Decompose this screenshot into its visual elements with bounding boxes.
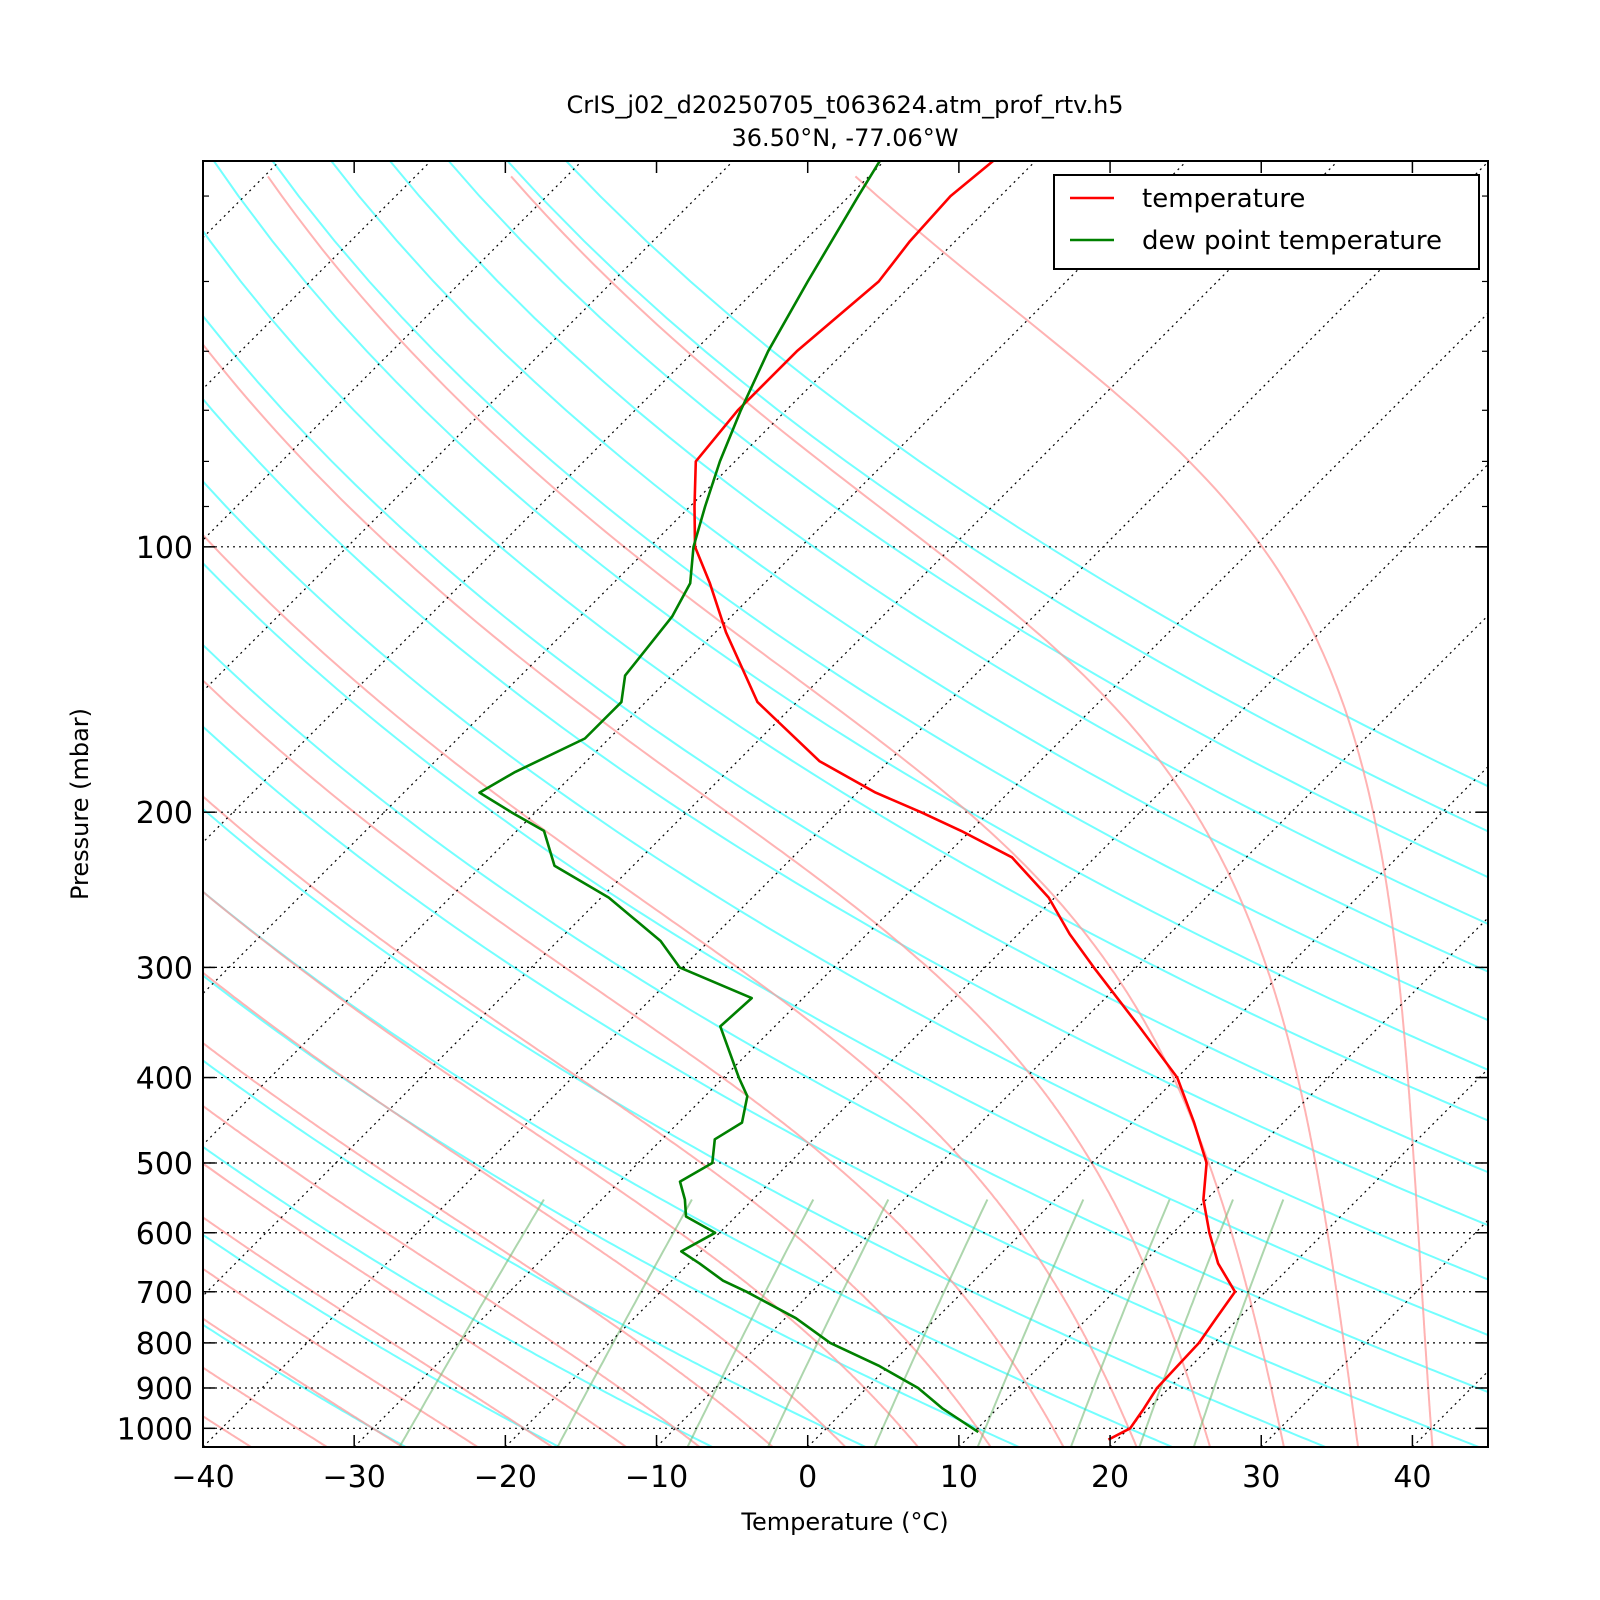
moist-adiabat-line	[203, 679, 1065, 1447]
moist-adiabat-line	[203, 1162, 627, 1447]
isobar-gridlines	[203, 546, 1488, 1429]
x-tick-label: 20	[1091, 1460, 1129, 1495]
moist-adiabat-line	[203, 1104, 701, 1447]
dry-adiabat-line	[203, 1233, 560, 1447]
isotherm-line	[1109, 1068, 1488, 1447]
mixing-ratio-line	[556, 1199, 693, 1447]
y-tick-label: 100	[136, 531, 193, 566]
y-tick-label: 300	[136, 951, 193, 986]
dry-adiabat-line	[203, 1059, 867, 1447]
dry-adiabat-line	[203, 229, 1488, 1122]
y-tick-label: 1000	[117, 1412, 193, 1447]
x-axis-label: Temperature (°C)	[740, 1508, 948, 1536]
x-tick-label: 30	[1242, 1460, 1280, 1495]
y-tick-label: 400	[136, 1062, 193, 1097]
isotherm-line	[0, 161, 128, 1447]
isotherms	[0, 161, 1600, 1447]
legend-label-dewpoint: dew point temperature	[1142, 226, 1442, 256]
mixing-ratio-line	[398, 1198, 545, 1447]
moist-adiabat-line	[267, 175, 1285, 1447]
y-axis-label: Pressure (mbar)	[66, 708, 94, 900]
plot-area	[0, 161, 1600, 1447]
moist-adiabat-line	[203, 533, 1138, 1447]
mixing-ratio-line	[1192, 1199, 1285, 1447]
dry-adiabat-line	[565, 161, 1488, 788]
dry-adiabat-line	[203, 807, 1326, 1447]
x-tick-label: 10	[940, 1460, 978, 1495]
mixing-ratio-lines	[398, 1198, 1285, 1447]
isotherm-line	[656, 614, 1488, 1447]
isotherm-line	[203, 161, 1488, 1447]
chart-title: CrIS_j02_d20250705_t063624.atm_prof_rtv.…	[566, 91, 1123, 119]
dry-adiabat-line	[203, 1323, 407, 1447]
temperature-line	[693, 161, 1237, 1441]
isotherm-line	[1411, 1370, 1488, 1447]
dry-adiabat-line	[203, 397, 1488, 1227]
moist-adiabat-line	[203, 342, 1212, 1447]
mixing-ratio-line	[1138, 1199, 1234, 1447]
moist-adiabat-line	[203, 795, 992, 1447]
dry-adiabat-line	[203, 725, 1480, 1447]
dry-adiabat-line	[203, 890, 1173, 1447]
isotherm-line	[958, 917, 1488, 1447]
moist-adiabat-line	[203, 1317, 404, 1447]
dry-adiabat-line	[389, 161, 1488, 926]
dry-adiabat-line	[203, 479, 1488, 1281]
x-tick-label: −10	[625, 1460, 688, 1495]
x-axis-ticks: −40 −30 −20 −10 0 10 20 30 40	[171, 161, 1432, 1495]
y-tick-label: 600	[136, 1217, 193, 1252]
dry-adiabat-line	[447, 161, 1488, 879]
mixing-ratio-line	[686, 1199, 815, 1447]
moist-adiabats	[203, 175, 1434, 1447]
mixing-ratio-line	[873, 1199, 989, 1447]
x-tick-label: 40	[1393, 1460, 1431, 1495]
moist-adiabat-line	[203, 971, 847, 1447]
legend: temperature dew point temperature	[1053, 174, 1480, 270]
y-tick-label: 900	[136, 1372, 193, 1407]
moist-adiabat-line	[203, 1041, 774, 1447]
dry-adiabat-line	[506, 161, 1488, 833]
data-series	[478, 161, 1237, 1441]
isotherm-line	[203, 161, 734, 692]
plot-frame	[202, 160, 1489, 1448]
legend-label-temperature: temperature	[1142, 184, 1305, 214]
dewpoint-line	[478, 161, 980, 1434]
dry-adiabat-line	[271, 161, 1488, 1022]
dry-adiabat-line	[213, 161, 1488, 1071]
mixing-ratio-line	[767, 1199, 890, 1447]
x-tick-label: −40	[171, 1460, 234, 1495]
dry-adiabat-line	[203, 974, 1020, 1447]
x-tick-label: −20	[474, 1460, 537, 1495]
moist-adiabat-line	[203, 1366, 328, 1447]
dry-adiabat-line	[330, 161, 1488, 973]
moist-adiabat-line	[203, 1267, 479, 1447]
dry-adiabat-line	[203, 561, 1488, 1337]
x-tick-label: 0	[798, 1460, 817, 1495]
chart-subtitle: 36.50°N, -77.06°W	[731, 124, 958, 152]
isotherm-line	[1564, 161, 1600, 1447]
legend-box	[1053, 174, 1480, 270]
dry-adiabat-line	[203, 643, 1488, 1394]
y-tick-label: 200	[136, 796, 193, 831]
moist-adiabat-line	[510, 175, 1360, 1447]
y-tick-label: 800	[136, 1327, 193, 1362]
moist-adiabat-line	[854, 175, 1434, 1447]
y-tick-label: 500	[136, 1147, 193, 1182]
y-tick-label: 700	[136, 1276, 193, 1311]
isotherm-line	[353, 312, 1488, 1447]
dry-adiabat-line	[203, 1145, 713, 1447]
isotherm-line	[203, 161, 885, 844]
y-axis-ticks: 100 200 300 400 500 600 700 800 900 1000	[117, 195, 1488, 1447]
dry-adiabat-line	[203, 314, 1488, 1174]
moist-adiabat-line	[203, 1216, 553, 1447]
moist-adiabat-line	[203, 890, 919, 1447]
x-tick-label: −30	[323, 1460, 386, 1495]
dry-adiabats	[203, 161, 1488, 1447]
